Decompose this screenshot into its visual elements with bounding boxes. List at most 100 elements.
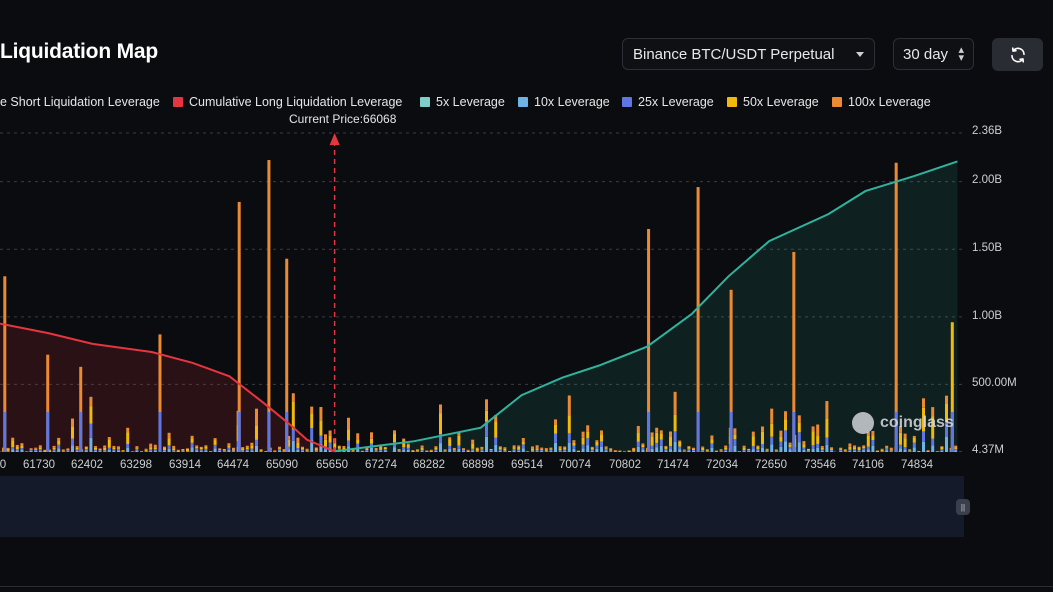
liquidation-bar-segment (600, 434, 603, 442)
liquidation-bar-segment (590, 450, 594, 452)
liquidation-bar-segment (673, 431, 677, 442)
liquidation-bar-segment (940, 446, 944, 450)
liquidation-bar-segment (655, 447, 659, 452)
liquidation-bar-segment (144, 449, 148, 451)
liquidation-bar-notable (267, 160, 271, 452)
liquidation-bar-segment (314, 447, 318, 449)
liquidation-bar-segment (954, 450, 958, 452)
range-navigator[interactable] (0, 476, 964, 537)
liquidation-bar-segment (181, 450, 185, 452)
liquidation-bar-segment (199, 450, 203, 452)
liquidation-bar-segment (517, 449, 521, 451)
liquidation-bar-segment (705, 451, 709, 452)
liquidation-bar-segment (618, 451, 622, 452)
liquidation-bar-segment (383, 449, 387, 451)
liquidation-bar-segment (365, 447, 369, 450)
liquidation-bar-segment (788, 446, 792, 450)
liquidation-bar-segment (485, 436, 488, 452)
liquidation-bar-segment (434, 449, 438, 451)
liquidation-bar-notable (894, 162, 898, 452)
liquidation-bar-segment (922, 431, 925, 442)
refresh-button[interactable] (992, 38, 1043, 71)
legend-50x[interactable]: 50x Leverage (727, 95, 819, 109)
liquidation-bar-segment (324, 439, 327, 447)
liquidation-bar-segment (259, 449, 263, 451)
liquidation-bar-segment (126, 432, 130, 444)
liquidation-bar-segment (462, 449, 465, 451)
liquidation-bar-segment (866, 432, 870, 436)
liquidation-bar-segment (186, 448, 189, 449)
liquidation-bar-segment (567, 433, 571, 443)
x-tick-label: 72650 (755, 459, 787, 471)
legend-100x[interactable]: 100x Leverage (832, 95, 931, 109)
liquidation-bar-segment (218, 450, 222, 452)
liquidation-bar-segment (609, 448, 613, 450)
liquidation-bar-segment (632, 447, 636, 449)
liquidation-bar-segment (448, 439, 452, 446)
short-cumulative-line (334, 160, 958, 453)
liquidation-bar-segment (278, 449, 281, 451)
liquidation-bar-segment (195, 448, 199, 451)
liquidation-bar-segment (222, 449, 226, 451)
liquidation-bar-segment (797, 415, 801, 423)
liquidation-bar-segment (84, 447, 88, 449)
liquidation-bar-segment (144, 450, 148, 452)
legend-5x[interactable]: 5x Leverage (420, 95, 505, 109)
liquidation-bar-segment (429, 450, 433, 452)
period-select[interactable]: 30 day ▴ ▾ (893, 38, 974, 70)
legend-10x[interactable]: 10x Leverage (518, 95, 610, 109)
chevron-down-icon (856, 51, 864, 57)
liquidation-bar-segment (664, 448, 668, 451)
liquidation-bar-segment (682, 450, 686, 451)
liquidation-bar-segment (237, 412, 241, 452)
liquidation-bar-segment (204, 446, 208, 449)
liquidation-bar-segment (839, 448, 843, 450)
liquidation-bar-segment (190, 435, 194, 439)
liquidation-bar-segment (66, 449, 70, 451)
liquidation-bar-segment (701, 447, 705, 451)
liquidation-bar-segment (457, 445, 461, 449)
liquidation-bar-segment (839, 447, 843, 449)
liquidation-bar-segment (374, 450, 378, 452)
liquidation-bar-segment (291, 401, 295, 430)
x-tick-label: 63914 (169, 459, 201, 471)
liquidation-bar-segment (52, 450, 56, 452)
legend-short-cumulative[interactable]: e Short Liquidation Leverage (0, 95, 160, 109)
liquidation-bar-segment (259, 450, 263, 452)
liquidation-bar-segment (84, 446, 88, 448)
liquidation-bar-segment (393, 447, 396, 452)
liquidation-bar-segment (830, 448, 833, 450)
legend-25x[interactable]: 25x Leverage (622, 95, 714, 109)
liquidation-bar-segment (912, 435, 916, 438)
liquidation-bar-segment (356, 433, 360, 440)
liquidation-bar-segment (452, 450, 456, 452)
x-tick-label: 64474 (217, 459, 249, 471)
liquidation-bar-segment (600, 441, 603, 447)
liquidation-bar-segment (627, 450, 631, 451)
liquidation-bar-segment (66, 451, 70, 452)
liquidation-bar-segment (687, 446, 691, 447)
liquidation-bar-segment (549, 450, 553, 452)
x-tick-label: 65650 (316, 459, 348, 471)
liquidation-bar-segment (885, 447, 889, 449)
liquidation-bar-segment (742, 450, 746, 452)
liquidation-bar-segment (586, 425, 590, 432)
liquidation-bar-segment (498, 446, 502, 448)
legend-long-cumulative[interactable]: Cumulative Long Liquidation Leverage (173, 95, 402, 109)
liquidation-bar-segment (314, 448, 318, 451)
liquidation-bar-segment (710, 439, 714, 444)
navigator-handle[interactable]: || (956, 499, 970, 515)
exchange-select[interactable]: Binance BTC/USDT Perpetual (622, 38, 875, 70)
liquidation-bar-segment (310, 440, 314, 452)
y-tick-label: 500.00M (972, 377, 1017, 389)
liquidation-bar-segment (140, 451, 143, 452)
liquidation-bar-segment (512, 450, 516, 452)
liquidation-bar-segment (126, 447, 130, 452)
liquidation-bar-segment (494, 437, 498, 445)
liquidation-bar-segment (889, 449, 893, 451)
liquidation-bar-segment (305, 451, 309, 452)
legend-label-short: e Short Liquidation Leverage (0, 95, 160, 109)
liquidation-bar-segment (71, 418, 74, 427)
liquidation-bar-segment (820, 450, 824, 452)
